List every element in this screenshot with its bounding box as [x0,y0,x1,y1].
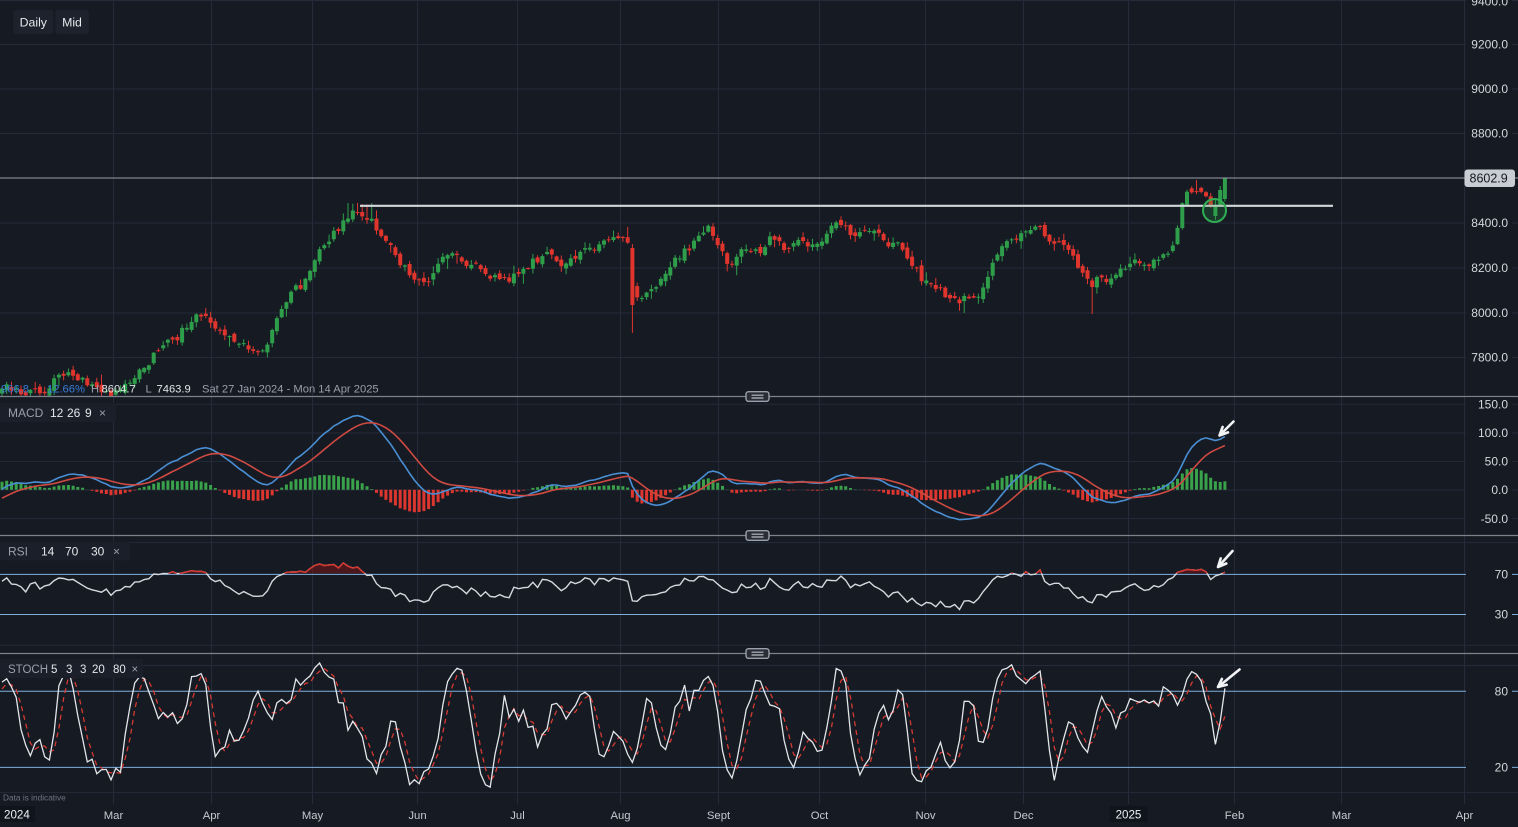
svg-text:STOCH: STOCH [8,664,48,676]
svg-text:12.66%: 12.66% [47,384,85,396]
svg-text:9200.0: 9200.0 [1471,38,1508,52]
svg-text:H: H [91,384,99,396]
svg-text:Mid: Mid [62,15,82,29]
svg-text:Sept: Sept [707,810,731,822]
svg-text:×: × [113,544,120,558]
svg-text:20: 20 [1495,761,1509,775]
svg-text:30: 30 [1495,608,1509,622]
svg-text:966.8: 966.8 [1,384,29,396]
svg-text:May: May [302,810,324,822]
svg-text:Daily: Daily [20,15,48,29]
svg-text:12: 12 [50,406,64,420]
svg-text:20: 20 [92,664,105,676]
svg-text:3: 3 [66,664,72,676]
svg-text:L: L [146,384,152,396]
svg-text:×: × [99,406,106,420]
svg-text:8400.0: 8400.0 [1471,216,1508,230]
svg-text:9000.0: 9000.0 [1471,82,1508,96]
svg-text:3: 3 [80,664,86,676]
svg-text:8604.7: 8604.7 [102,384,136,396]
svg-text:Dec: Dec [1013,810,1033,822]
svg-text:8800.0: 8800.0 [1471,127,1508,141]
svg-text:2025: 2025 [1116,808,1142,821]
svg-text:9: 9 [85,406,92,420]
svg-text:Apr: Apr [203,810,221,822]
svg-text:Nov: Nov [915,810,935,822]
svg-text:Jun: Jun [408,810,426,822]
svg-text:70: 70 [65,544,79,558]
svg-text:Aug: Aug [610,810,630,822]
svg-text:MACD: MACD [8,406,44,420]
svg-text:80: 80 [113,664,126,676]
svg-text:Oct: Oct [811,810,829,822]
svg-text:7463.9: 7463.9 [157,384,191,396]
svg-text:0.0: 0.0 [1491,483,1508,497]
svg-text:150.0: 150.0 [1478,397,1508,411]
svg-text:Apr: Apr [1456,810,1474,822]
svg-text:RSI: RSI [8,544,28,558]
svg-text:7800.0: 7800.0 [1471,351,1508,365]
svg-text:5: 5 [51,664,57,676]
svg-text:×: × [132,664,139,676]
svg-text:8000.0: 8000.0 [1471,306,1508,320]
svg-text:9400.0: 9400.0 [1471,0,1508,9]
svg-text:Sat 27 Jan 2024 - Mon 14 Apr 2: Sat 27 Jan 2024 - Mon 14 Apr 2025 [202,384,379,396]
svg-text:80: 80 [1495,685,1509,699]
svg-text:-50.0: -50.0 [1481,512,1509,526]
svg-text:8200.0: 8200.0 [1471,261,1508,275]
svg-text:30: 30 [91,544,105,558]
svg-text:70: 70 [1495,568,1509,582]
svg-text:2024: 2024 [4,808,30,821]
svg-text:Feb: Feb [1225,810,1244,822]
svg-text:Mar: Mar [1332,810,1352,822]
svg-text:50.0: 50.0 [1485,455,1509,469]
svg-text:26: 26 [67,406,81,420]
svg-text:8602.9: 8602.9 [1470,172,1508,186]
svg-text:14: 14 [41,544,55,558]
svg-text:Data is indicative: Data is indicative [3,793,66,803]
svg-text:100.0: 100.0 [1478,426,1508,440]
svg-text:Jul: Jul [510,810,524,822]
svg-text:Mar: Mar [104,810,124,822]
